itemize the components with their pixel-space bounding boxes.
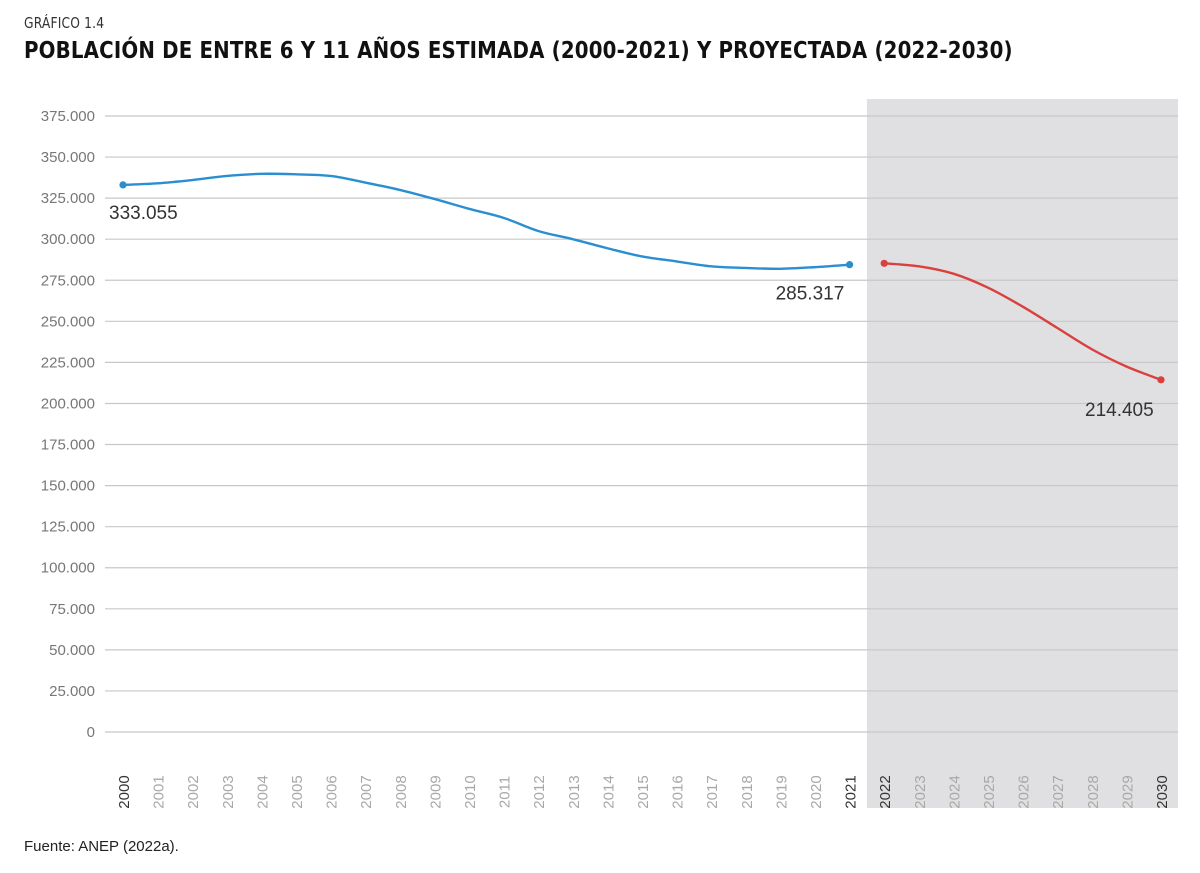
chart-title: POBLACIÓN DE ENTRE 6 Y 11 AÑOS ESTIMADA … — [24, 38, 1013, 64]
data-labels: 333.055 285.317 214.405 — [109, 203, 1154, 421]
x-tick-label: 2014 — [600, 775, 617, 808]
x-tick-label: 2021 — [843, 775, 860, 808]
x-tick-label: 2008 — [393, 775, 410, 808]
x-tick-label: 2027 — [1050, 775, 1067, 808]
x-tick-label: 2012 — [531, 775, 548, 808]
estimated-series-line — [121, 172, 851, 270]
y-axis-ticks: 0 25.000 50.000 75.000 100.000 125.000 150.000… — [41, 108, 95, 741]
x-tick-label: 2002 — [185, 775, 202, 808]
x-tick-label: 2013 — [566, 775, 583, 808]
grid-lines — [105, 115, 1178, 733]
y-tick-label: 200.000 — [41, 395, 95, 412]
series-endpoint — [880, 259, 888, 267]
x-tick-label: 2004 — [254, 775, 271, 808]
y-tick-label: 225.000 — [41, 354, 95, 371]
y-tick-label: 150.000 — [41, 478, 95, 495]
x-tick-label: 2029 — [1119, 775, 1136, 808]
x-tick-label: 2020 — [808, 775, 825, 808]
x-tick-label: 2001 — [151, 775, 168, 808]
x-tick-label: 2006 — [324, 775, 341, 808]
projection-band — [866, 99, 1178, 808]
x-tick-label: 2011 — [497, 776, 514, 808]
y-tick-label: 275.000 — [41, 272, 95, 289]
x-tick-label: 2025 — [981, 775, 998, 808]
y-tick-label: 375.000 — [41, 108, 95, 125]
y-tick-label: 125.000 — [41, 519, 95, 536]
source-note: Fuente: ANEP (2022a). — [24, 838, 179, 855]
line-chart: 0 25.000 50.000 75.000 100.000 125.000 150.000… — [41, 99, 1178, 809]
data-label: 214.405 — [1085, 400, 1154, 421]
x-tick-label: 2016 — [670, 775, 687, 808]
y-tick-label: 50.000 — [49, 642, 95, 659]
y-tick-label: 175.000 — [41, 437, 95, 454]
x-tick-label: 2010 — [462, 775, 479, 808]
x-tick-label: 2023 — [912, 775, 929, 808]
series-points — [119, 181, 1165, 384]
x-tick-label: 2015 — [635, 775, 652, 808]
chart-label: GRÁFICO 1.4 — [24, 14, 105, 32]
projected-series-line — [883, 262, 1163, 382]
x-tick-label: 2007 — [358, 775, 375, 808]
x-axis-ticks: 2000 2001 2002 2003 2004 2005 2006 2007 2008 2009… — [116, 775, 1171, 808]
series-endpoint — [1157, 376, 1165, 384]
y-tick-label: 100.000 — [41, 560, 95, 577]
x-tick-label: 2003 — [220, 775, 237, 808]
y-tick-label: 250.000 — [41, 313, 95, 330]
x-tick-label: 2005 — [289, 775, 306, 808]
data-label: 285.317 — [776, 283, 845, 304]
x-tick-label: 2017 — [704, 775, 721, 808]
x-tick-label: 2022 — [877, 775, 894, 808]
data-label: 333.055 — [109, 203, 178, 224]
y-tick-label: 350.000 — [41, 149, 95, 166]
x-tick-label: 2030 — [1154, 775, 1171, 808]
x-tick-label: 2000 — [116, 775, 133, 808]
x-tick-label: 2009 — [427, 775, 444, 808]
y-tick-label: 75.000 — [49, 601, 95, 618]
y-tick-label: 25.000 — [49, 683, 95, 700]
x-tick-label: 2018 — [739, 775, 756, 808]
y-tick-label: 0 — [87, 724, 95, 741]
x-tick-label: 2028 — [1085, 775, 1102, 808]
x-tick-label: 2019 — [773, 775, 790, 808]
x-tick-label: 2024 — [946, 775, 963, 808]
x-tick-label: 2026 — [1016, 775, 1033, 808]
series-endpoint — [846, 261, 854, 269]
series-lines — [121, 172, 1163, 382]
y-tick-label: 300.000 — [41, 231, 95, 248]
y-tick-label: 325.000 — [41, 190, 95, 207]
series-endpoint — [119, 181, 127, 189]
